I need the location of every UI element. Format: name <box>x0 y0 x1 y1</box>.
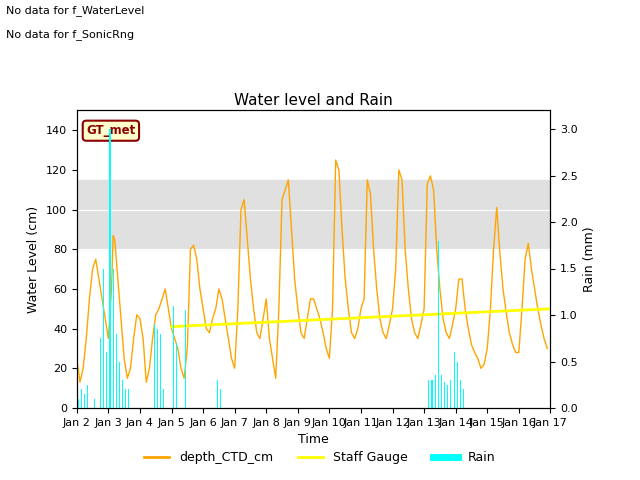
Bar <box>441 375 442 408</box>
Bar <box>431 380 433 408</box>
Bar <box>122 380 123 408</box>
Bar <box>457 361 458 408</box>
Bar <box>176 343 177 408</box>
Bar <box>106 352 108 408</box>
Bar <box>103 268 104 408</box>
Text: GT_met: GT_met <box>86 124 136 137</box>
Bar <box>113 268 114 408</box>
Bar <box>109 129 111 408</box>
Bar <box>119 361 120 408</box>
Bar <box>163 389 164 408</box>
Title: Water level and Rain: Water level and Rain <box>234 93 393 108</box>
Bar <box>444 382 445 408</box>
Text: No data for f_WaterLevel: No data for f_WaterLevel <box>6 5 145 16</box>
Legend: depth_CTD_cm, Staff Gauge, Rain: depth_CTD_cm, Staff Gauge, Rain <box>140 446 500 469</box>
Bar <box>220 389 221 408</box>
Bar <box>438 240 439 408</box>
Text: No data for f_SonicRng: No data for f_SonicRng <box>6 29 134 40</box>
Bar <box>116 334 117 408</box>
Bar <box>185 311 186 408</box>
Bar <box>84 394 85 408</box>
Bar <box>77 180 550 249</box>
X-axis label: Time: Time <box>298 433 329 446</box>
Bar <box>463 389 464 408</box>
Bar <box>93 399 95 408</box>
Bar <box>81 389 82 408</box>
Y-axis label: Water Level (cm): Water Level (cm) <box>28 205 40 313</box>
Bar <box>125 389 126 408</box>
Bar <box>428 380 429 408</box>
Bar <box>157 329 158 408</box>
Bar <box>460 380 461 408</box>
Bar <box>160 334 161 408</box>
Y-axis label: Rain (mm): Rain (mm) <box>584 227 596 292</box>
Bar <box>217 380 218 408</box>
Bar <box>100 338 101 408</box>
Bar <box>154 324 155 408</box>
Bar <box>78 399 79 408</box>
Bar <box>87 385 88 408</box>
Bar <box>435 375 436 408</box>
Bar <box>447 385 449 408</box>
